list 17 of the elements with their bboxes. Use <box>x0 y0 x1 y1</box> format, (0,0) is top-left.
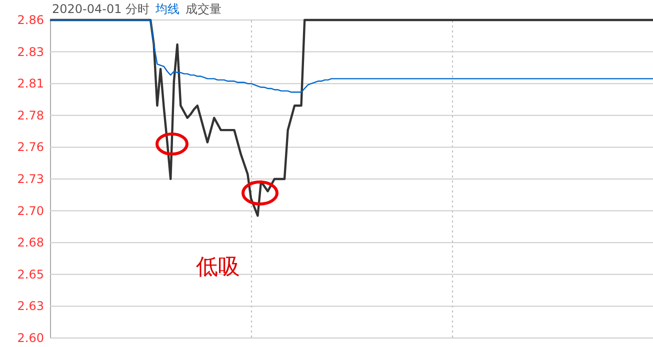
y-tick-label: 2.73 <box>17 172 44 186</box>
y-tick-label: 2.70 <box>17 204 44 218</box>
series-label: 均线 <box>156 2 180 16</box>
y-tick-label: 2.83 <box>17 44 44 59</box>
y-tick-label: 2.68 <box>17 236 44 250</box>
chart-title: 2020-04-01 分时 <box>52 2 150 16</box>
y-tick-label: 2.60 <box>17 331 44 345</box>
text: 成交量 <box>186 2 222 16</box>
y-tick-label: 2.76 <box>17 140 44 154</box>
y-tick-label: 2.63 <box>17 299 44 314</box>
line-series <box>48 18 653 217</box>
annotation: 低吸 <box>196 254 240 282</box>
y-tick-label: 2.65 <box>17 267 44 282</box>
line-series <box>49 19 653 93</box>
y-tick-label: 2.78 <box>17 108 44 122</box>
y-tick-label: 2.81 <box>17 76 44 91</box>
y-tick-label: 2.86 <box>17 13 44 27</box>
